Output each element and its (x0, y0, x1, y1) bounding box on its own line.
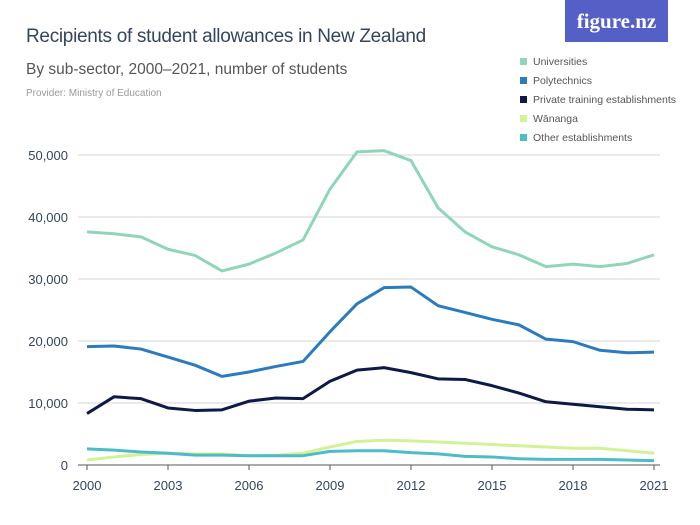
legend-swatch (520, 77, 527, 84)
y-tick-label: 20,000 (28, 334, 68, 349)
legend-swatch (520, 58, 527, 65)
y-tick-label: 30,000 (28, 272, 68, 287)
figure-nz-logo[interactable]: figure.nz (565, 0, 668, 42)
y-tick-label: 40,000 (28, 210, 68, 225)
legend-item: Private training establishments (520, 90, 676, 109)
x-tick-label: 2003 (154, 478, 183, 493)
x-tick-label: 2021 (640, 478, 669, 493)
x-tick-label: 2012 (397, 478, 426, 493)
legend-item: Polytechnics (520, 71, 676, 90)
legend: Universities Polytechnics Private training… (520, 52, 676, 147)
x-tick-label: 2006 (235, 478, 264, 493)
x-tick-label: 2015 (478, 478, 507, 493)
legend-swatch (520, 96, 527, 103)
x-tick-label: 2000 (73, 478, 102, 493)
y-tick-label: 10,000 (28, 396, 68, 411)
series-line-private-training-establishments (86, 366, 655, 415)
series-line-universities (86, 149, 655, 273)
chart-subtitle: By sub-sector, 2000–2021, number of stud… (26, 61, 348, 78)
y-tick-label: 50,000 (28, 148, 68, 163)
legend-label: Other establishments (533, 131, 633, 144)
series-line-polytechnics (86, 285, 655, 378)
legend-item: Wānanga (520, 109, 676, 128)
legend-label: Universities (533, 55, 588, 68)
chart-title: Recipients of student allowances in New … (26, 26, 426, 47)
legend-label: Wānanga (533, 112, 578, 125)
legend-label: Private training establishments (533, 93, 676, 106)
data-provider: Provider: Ministry of Education (26, 88, 162, 99)
legend-item: Universities (520, 52, 676, 71)
series-line-other-establishments (86, 447, 655, 463)
legend-label: Polytechnics (533, 74, 592, 87)
x-tick-label: 2009 (316, 478, 345, 493)
legend-item: Other establishments (520, 128, 676, 147)
legend-swatch (520, 134, 527, 141)
legend-swatch (520, 115, 527, 122)
x-tick-label: 2018 (559, 478, 588, 493)
y-tick-label: 0 (61, 458, 68, 473)
